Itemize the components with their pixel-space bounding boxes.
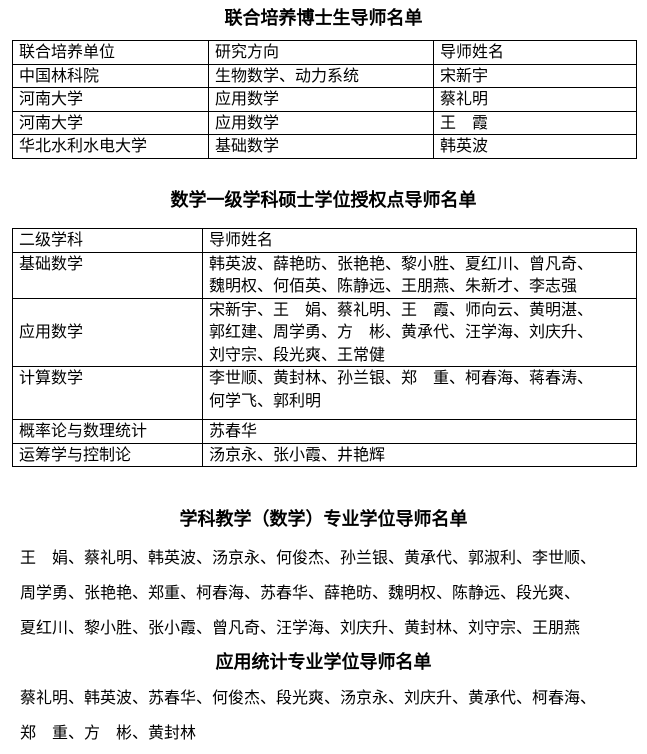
names-line: 周学勇、张艳艳、郑重、柯春海、苏春华、薛艳昉、魏明权、陈静远、段光爽、 [20,583,581,602]
direction-cell: 应用数学 [208,87,434,112]
names-line: 韩英波、薛艳昉、张艳艳、黎小胜、夏红川、曾凡奇、 [209,253,594,273]
math-education-supervisors-title: 学科教学（数学）专业学位导师名单 [179,509,468,530]
names-line: 魏明权、何佰英、陈静远、王朋燕、朱新才、李志强 [209,276,578,295]
header-cell: 研究方向 [208,40,434,65]
table-row: 计算数学 李世顺、黄封林、孙兰银、郑 重、柯春海、蒋春涛、 何学飞、郭利明 [12,366,637,420]
names-line: 宋新宇、王 娟、蔡礼明、王 霞、师向云、黄明湛、 [209,299,594,319]
supervisor-cell: 蔡礼明 [433,87,637,112]
names-line: 王 娟、蔡礼明、韩英波、汤京永、何俊杰、孙兰银、黄承代、郭淑利、李世顺、 [20,548,597,567]
header-cell: 二级学科 [12,228,203,253]
table-row: 华北水利水电大学 基础数学 韩英波 [12,134,637,159]
table-row: 中国林科院 生物数学、动力系统 宋新宇 [12,63,637,88]
direction-cell: 生物数学、动力系统 [208,63,434,88]
names-cell: 宋新宇、王 娟、蔡礼明、王 霞、师向云、黄明湛、 郭红建、周学勇、方 彬、黄承代、… [202,297,637,367]
names-line: 蔡礼明、韩英波、苏春华、何俊杰、段光爽、汤京永、刘庆升、黄承代、柯春海、 [20,688,597,707]
masters-supervisors-table: 二级学科 导师姓名 基础数学 韩英波、薛艳昉、张艳艳、黎小胜、夏红川、曾凡奇、 魏明权… [12,228,637,467]
subject-cell: 运筹学与控制论 [12,442,203,467]
table-row: 应用数学 宋新宇、王 娟、蔡礼明、王 霞、师向云、黄明湛、 郭红建、周学勇、方 彬、… [12,297,637,367]
names-line: 刘守宗、段光爽、王常健 [209,344,386,364]
masters-supervisors-title: 数学一级学科硕士学位授权点导师名单 [170,190,477,211]
table-row: 河南大学 应用数学 蔡礼明 [12,87,637,112]
table-row: 概率论与数理统计 苏春华 [12,419,637,444]
supervisor-cell: 韩英波 [433,134,637,159]
table-row: 运筹学与控制论 汤京永、张小霞、井艳辉 [12,442,637,467]
doctoral-supervisors-table: 联合培养单位 研究方向 导师姓名 中国林科院 生物数学、动力系统 宋新宇 河南大学应… [12,40,637,159]
table-header-row: 二级学科 导师姓名 [12,228,637,253]
names-line: 夏红川、黎小胜、张小霞、曾凡奇、汪学海、刘庆升、黄封林、刘守宗、王朋燕 [20,618,581,637]
names-cell: 汤京永、张小霞、井艳辉 [202,442,637,467]
header-cell: 联合培养单位 [12,40,209,65]
direction-cell: 应用数学 [208,110,434,135]
subject-cell: 计算数学 [12,366,203,420]
names-line: 李世顺、黄封林、孙兰银、郑 重、柯春海、蒋春涛、 [209,368,594,387]
subject-cell: 基础数学 [12,251,203,299]
doctoral-supervisors-title: 联合培养博士生导师名单 [224,8,423,29]
names-line: 郭红建、周学勇、方 彬、黄承代、汪学海、刘庆升、 [209,322,594,341]
subject-cell: 概率论与数理统计 [12,419,203,444]
names-line: 何学飞、郭利明 [209,390,322,410]
names-cell: 韩英波、薛艳昉、张艳艳、黎小胜、夏红川、曾凡奇、 魏明权、何佰英、陈静远、王朋燕、… [202,251,637,299]
unit-cell: 华北水利水电大学 [12,134,209,159]
names-cell: 苏春华 [202,419,637,444]
table-row: 河南大学 应用数学王 霞 [12,110,637,135]
unit-cell: 河南大学 [12,87,209,112]
header-cell: 导师姓名 [433,40,637,65]
subject-cell: 应用数学 [12,297,203,367]
names-cell: 李世顺、黄封林、孙兰银、郑 重、柯春海、蒋春涛、 何学飞、郭利明 [202,366,637,420]
supervisor-cell: 王 霞 [433,110,637,135]
applied-statistics-supervisors-list: 蔡礼明、韩英波、苏春华、何俊杰、段光爽、汤京永、刘庆升、黄承代、柯春海、 郑 重… [20,680,640,750]
table-row: 基础数学 韩英波、薛艳昉、张艳艳、黎小胜、夏红川、曾凡奇、 魏明权、何佰英、陈静远、… [12,251,637,299]
supervisor-cell: 宋新宇 [433,63,637,88]
header-cell: 导师姓名 [202,228,637,253]
direction-cell: 基础数学 [208,134,434,159]
names-line: 郑 重、方 彬、黄封林 [20,723,197,742]
unit-cell: 河南大学 [12,110,209,135]
table-header-row: 联合培养单位 研究方向 导师姓名 [12,40,637,65]
applied-statistics-supervisors-title: 应用统计专业学位导师名单 [215,652,432,673]
unit-cell: 中国林科院 [12,63,209,88]
math-education-supervisors-list: 王 娟、蔡礼明、韩英波、汤京永、何俊杰、孙兰银、黄承代、郭淑利、李世顺、 周学勇… [20,540,640,645]
